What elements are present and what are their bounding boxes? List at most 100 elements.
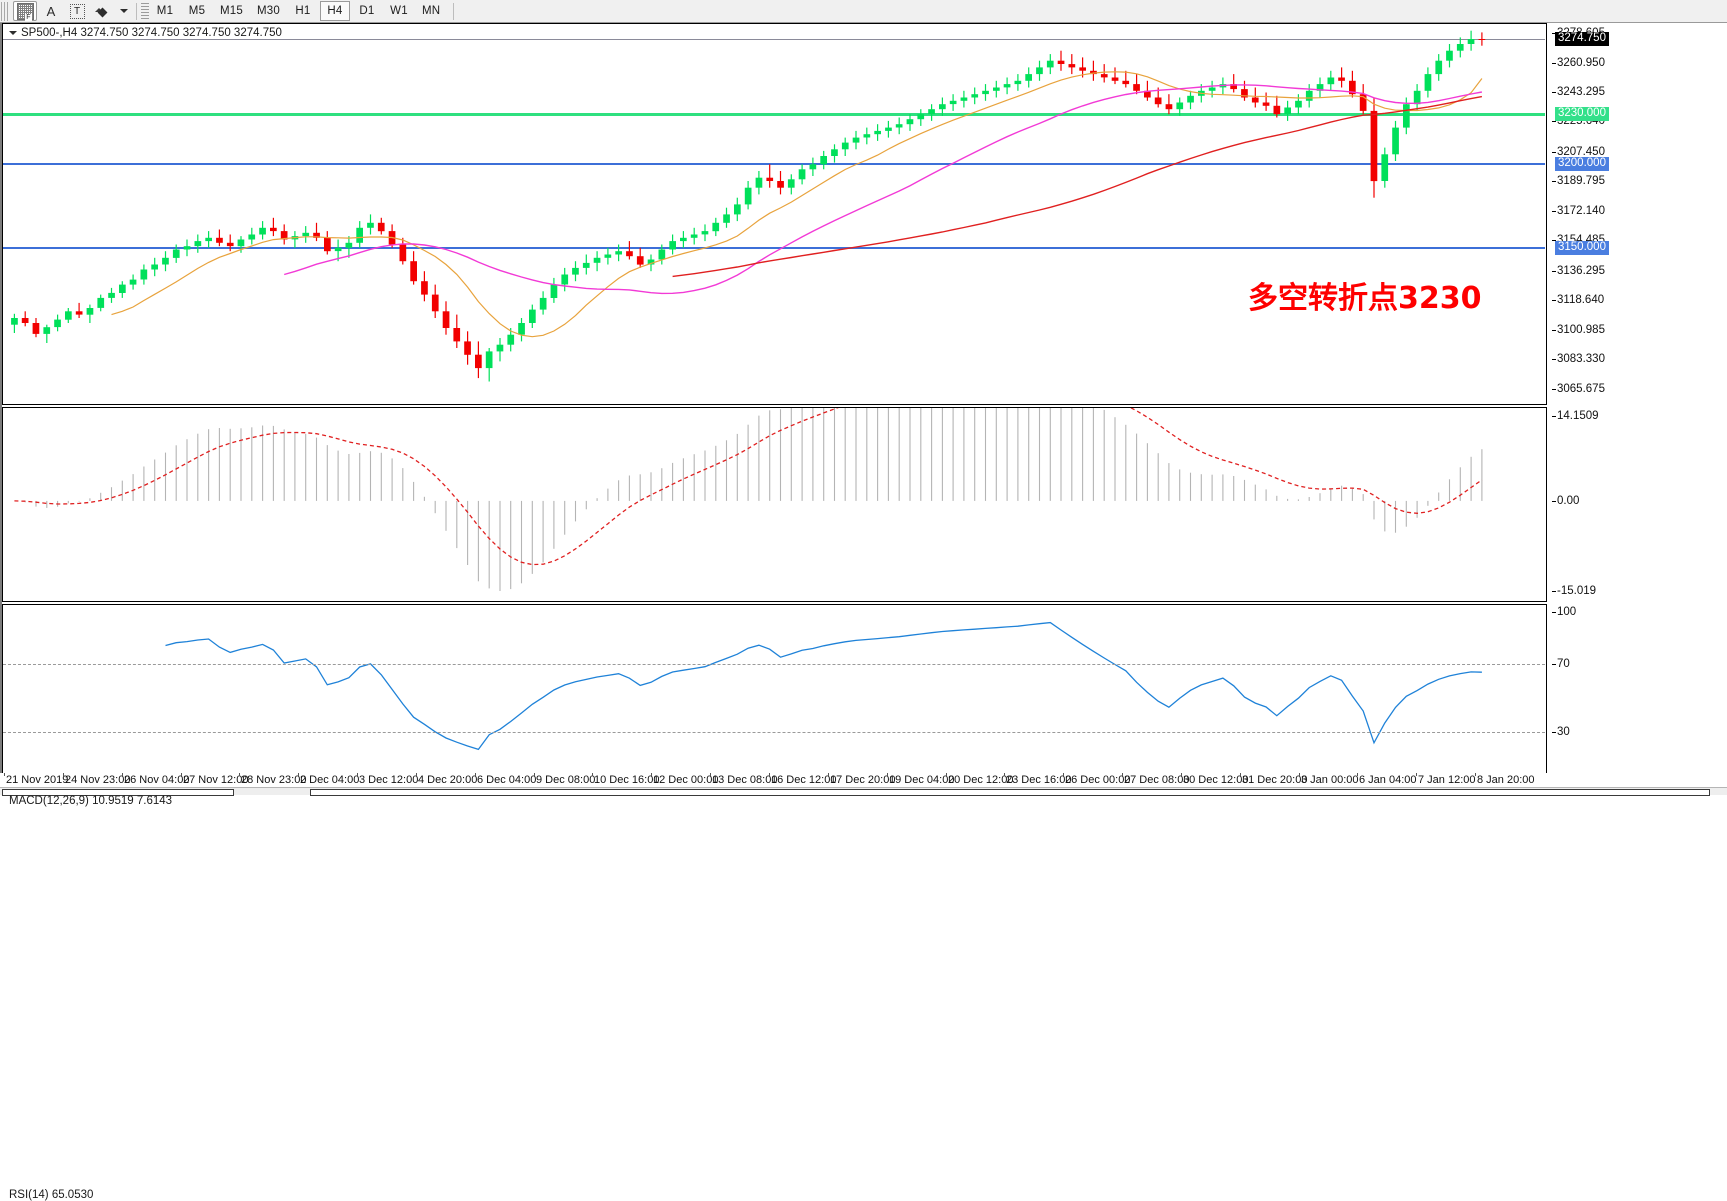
timeframe-button-d1[interactable]: D1 xyxy=(359,5,375,17)
time-tick xyxy=(1063,773,1064,776)
price-tick: 3136.295 xyxy=(1552,265,1615,277)
price-tick: 3243.295 xyxy=(1552,86,1615,98)
time-axis-label: 17 Dec 20:00 xyxy=(830,774,896,786)
timeframe-button-m1[interactable]: M1 xyxy=(156,5,174,17)
rsi-level-30 xyxy=(3,732,1545,734)
price-panel[interactable]: SP500-,H4 3274.750 3274.750 3274.750 327… xyxy=(2,23,1547,405)
symbol-ohlc-text: SP500-,H4 3274.750 3274.750 3274.750 327… xyxy=(21,27,282,39)
time-tick xyxy=(1357,773,1358,776)
time-tick xyxy=(416,773,417,776)
time-axis-label: 27 Dec 08:00 xyxy=(1124,774,1190,786)
rsi-level-70 xyxy=(3,663,1545,665)
timeframe-button-h1[interactable]: H1 xyxy=(295,5,311,17)
hline-last-price[interactable] xyxy=(3,39,1545,41)
time-tick xyxy=(1240,773,1241,776)
text-label-button[interactable]: A xyxy=(39,1,63,21)
toolbar-drag-handle[interactable] xyxy=(1,1,10,21)
macd-tick: 14.1509 xyxy=(1552,410,1601,422)
time-axis-label: 31 Dec 20:00 xyxy=(1242,774,1308,786)
timeframe-button-m30[interactable]: M30 xyxy=(256,5,280,17)
time-tick xyxy=(592,773,593,776)
time-axis-label: 13 Dec 08:00 xyxy=(712,774,778,786)
time-axis-label: 3 Jan 00:00 xyxy=(1301,774,1359,786)
time-tick xyxy=(239,773,240,776)
status-bar xyxy=(0,787,1727,796)
macd-scale[interactable]: 14.1509 0.00 -15.019 xyxy=(1547,407,1727,602)
time-tick xyxy=(651,773,652,776)
time-tick xyxy=(122,773,123,776)
rsi-panel-label: RSI(14) 65.0530 xyxy=(9,1189,94,1201)
rsi-panel[interactable]: RSI(14) 65.0530 xyxy=(2,604,1547,1201)
text-box-button[interactable]: T xyxy=(65,1,89,21)
macd-panel[interactable]: MACD(12,26,9) 10.9519 7.6143 xyxy=(2,407,1547,807)
price-tick: 3172.140 xyxy=(1552,205,1615,217)
shapes-icon xyxy=(95,4,111,18)
main-toolbar: A T M1 M5 M15 M30 H1 H4 D1 W1 MN xyxy=(0,0,1727,23)
time-axis-label: 26 Dec 00:00 xyxy=(1065,774,1131,786)
chart-area[interactable]: SP500-,H4 3274.750 3274.750 3274.750 327… xyxy=(0,23,1727,1201)
time-axis-label: 24 Nov 23:00 xyxy=(65,774,131,786)
time-axis-label: 20 Dec 12:00 xyxy=(948,774,1014,786)
macd-plot[interactable] xyxy=(3,408,1545,601)
time-tick xyxy=(1475,773,1476,776)
price-tick: 3100.985 xyxy=(1552,324,1615,336)
rsi-scale[interactable]: 10070300 xyxy=(1547,604,1727,792)
timeframe-group: M1 M5 M15 M30 H1 H4 D1 W1 MN xyxy=(149,1,447,21)
time-tick xyxy=(1416,773,1417,776)
time-tick xyxy=(475,773,476,776)
time-axis-label: 6 Dec 04:00 xyxy=(477,774,537,786)
support-line-tag-3230[interactable]: 3230.000 xyxy=(1555,107,1609,122)
timeframe-button-w1[interactable]: W1 xyxy=(390,5,408,17)
timeframe-button-mn[interactable]: MN xyxy=(421,5,441,17)
hline-3230[interactable] xyxy=(3,113,1545,117)
triangle-down-icon[interactable] xyxy=(9,30,17,35)
price-tick: 3260.950 xyxy=(1552,57,1615,69)
toolbar-separator xyxy=(136,2,137,20)
hline-3150[interactable] xyxy=(3,246,1545,249)
price-tick: 3065.675 xyxy=(1552,383,1615,395)
timeframe-button-m15[interactable]: M15 xyxy=(220,5,243,17)
time-tick xyxy=(769,773,770,776)
time-axis-label: 2 Dec 04:00 xyxy=(300,774,360,786)
text-box-icon: T xyxy=(69,3,85,19)
grid-f-icon xyxy=(16,2,34,21)
price-plot[interactable] xyxy=(3,24,1545,404)
time-axis-label: 10 Dec 16:00 xyxy=(594,774,660,786)
hline-3200[interactable] xyxy=(3,163,1545,166)
rsi-plot[interactable] xyxy=(3,605,1545,791)
time-axis-label: 12 Dec 00:00 xyxy=(653,774,719,786)
text-a-icon: A xyxy=(46,3,56,19)
rsi-tick: 30 xyxy=(1552,726,1572,738)
macd-series xyxy=(3,408,1545,601)
objects-dropdown-button[interactable] xyxy=(117,1,131,21)
time-axis-label: 28 Nov 23:00 xyxy=(241,774,307,786)
price-panel-label: SP500-,H4 3274.750 3274.750 3274.750 327… xyxy=(9,27,282,39)
time-axis-label: 27 Nov 12:00 xyxy=(183,774,249,786)
rsi-tick: 70 xyxy=(1552,658,1572,670)
rsi-series xyxy=(3,605,1545,791)
time-tick xyxy=(1299,773,1300,776)
time-axis-label: 26 Nov 04:00 xyxy=(124,774,190,786)
time-axis-label: 8 Jan 20:00 xyxy=(1477,774,1535,786)
time-tick xyxy=(63,773,64,776)
timeframes-drag-handle[interactable] xyxy=(141,2,149,20)
time-axis-label: 7 Jan 12:00 xyxy=(1418,774,1476,786)
price-scale[interactable]: 3278.6053260.9503243.2953225.6403207.450… xyxy=(1547,23,1727,405)
timeframe-button-m5[interactable]: M5 xyxy=(188,5,206,17)
candlestick-series xyxy=(3,24,1545,404)
last-price-tag[interactable]: 3274.750 xyxy=(1555,32,1609,47)
time-tick xyxy=(1181,773,1182,776)
time-axis[interactable]: 21 Nov 2019 24 Nov 23:00 26 Nov 04:00 27 No… xyxy=(0,773,1727,787)
time-axis-label: 16 Dec 12:00 xyxy=(771,774,837,786)
objects-button[interactable] xyxy=(91,1,115,21)
crosshair-f-button[interactable] xyxy=(13,1,37,21)
time-axis-label: 30 Dec 12:00 xyxy=(1183,774,1249,786)
time-tick xyxy=(298,773,299,776)
price-tick: 3118.640 xyxy=(1552,294,1615,306)
time-axis-label: 19 Dec 04:00 xyxy=(889,774,955,786)
support-line-tag-3200[interactable]: 3200.000 xyxy=(1555,157,1609,172)
support-line-tag-3150[interactable]: 3150.000 xyxy=(1555,240,1609,255)
time-axis-label: 9 Dec 08:00 xyxy=(536,774,596,786)
timeframe-button-h4[interactable]: H4 xyxy=(319,1,350,21)
time-axis-label: 21 Nov 2019 xyxy=(6,774,69,786)
